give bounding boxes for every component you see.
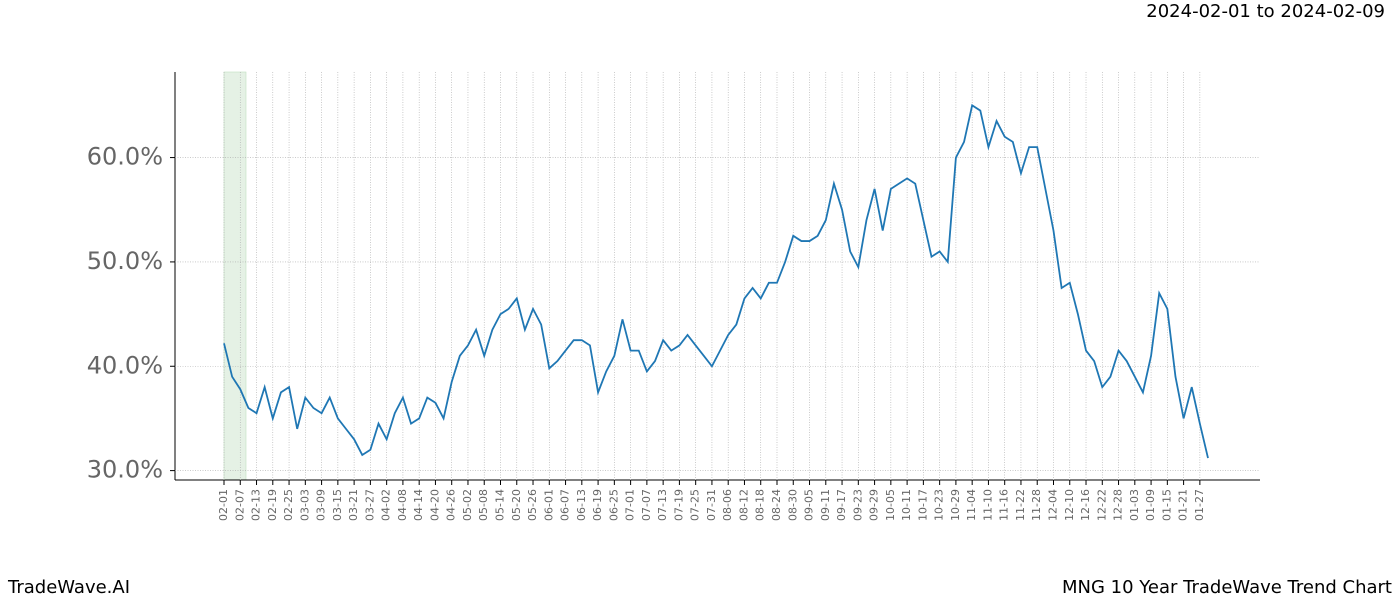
x-tick-label: 07-13 (656, 489, 669, 521)
brand: TradeWave.AI (7, 577, 130, 598)
x-tick-label: 07-07 (640, 489, 653, 521)
x-tick-label: 04-20 (428, 489, 441, 521)
x-tick-label: 01-27 (1193, 489, 1206, 521)
x-tick-label: 04-14 (412, 489, 425, 521)
x-tick-label: 07-01 (624, 489, 637, 521)
x-tick-label: 10-23 (933, 489, 946, 521)
x-tick-label: 07-31 (705, 489, 718, 521)
x-tick-label: 08-24 (770, 489, 783, 521)
date-range: 2024-02-01 to 2024-02-09 (1146, 1, 1385, 22)
highlight-window (223, 71, 247, 481)
x-tick-label: 01-15 (1160, 489, 1173, 521)
x-tick-label: 06-19 (591, 489, 604, 521)
x-tick-label: 06-13 (575, 489, 588, 521)
x-tick-label: 01-09 (1144, 489, 1157, 521)
x-tick-label: 04-08 (396, 489, 409, 521)
x-tick-label: 12-28 (1112, 489, 1125, 521)
x-tick-label: 11-10 (981, 489, 994, 521)
x-tick-label: 06-01 (542, 489, 555, 521)
x-tick-label: 01-03 (1128, 489, 1141, 521)
x-tick-label: 10-29 (949, 489, 962, 521)
x-tick-label: 12-16 (1079, 489, 1092, 521)
x-tick-label: 09-05 (803, 489, 816, 521)
x-tick-label: 03-09 (315, 489, 328, 521)
y-tick-label: 50.0% (87, 247, 163, 275)
x-tick-label: 02-13 (250, 489, 263, 521)
y-tick-label: 40.0% (87, 351, 163, 379)
x-tick-label: 08-06 (721, 489, 734, 521)
x-tick-label: 07-25 (689, 489, 702, 521)
x-tick-label: 05-02 (461, 489, 474, 521)
x-tick-label: 05-20 (510, 489, 523, 521)
x-tick-label: 10-05 (884, 489, 897, 521)
x-tick-label: 06-25 (607, 489, 620, 521)
x-tick-label: 02-25 (282, 489, 295, 521)
x-tick-label: 02-19 (266, 489, 279, 521)
x-tick-label: 01-21 (1177, 489, 1190, 521)
x-tick-label: 12-22 (1095, 489, 1108, 521)
x-tick-label: 07-19 (672, 489, 685, 521)
x-tick-label: 03-21 (347, 489, 360, 521)
x-tick-label: 04-26 (445, 489, 458, 521)
x-tick-label: 12-10 (1063, 489, 1076, 521)
x-tick-label: 10-17 (916, 489, 929, 521)
x-tick-label: 08-30 (786, 489, 799, 521)
chart-title: MNG 10 Year TradeWave Trend Chart (1062, 577, 1392, 598)
x-tick-label: 12-04 (1046, 489, 1059, 521)
trend-line (223, 103, 1209, 459)
x-tick-label: 05-26 (526, 489, 539, 521)
x-tick-label: 02-07 (233, 489, 246, 521)
x-tick-label: 11-22 (1014, 489, 1027, 521)
x-tick-label: 09-11 (819, 489, 832, 521)
x-tick-label: 11-16 (998, 489, 1011, 521)
y-tick-label: 30.0% (87, 456, 163, 484)
x-tick-label: 02-01 (217, 489, 230, 521)
x-tick-label: 04-02 (380, 489, 393, 521)
x-tick-label: 03-03 (298, 489, 311, 521)
x-tick-label: 06-07 (559, 489, 572, 521)
x-tick-label: 10-11 (900, 489, 913, 521)
x-tick-label: 11-04 (965, 489, 978, 521)
x-tick-label: 03-27 (363, 489, 376, 521)
x-tick-label: 08-12 (737, 489, 750, 521)
x-tick-label: 09-17 (835, 489, 848, 521)
x-tick-label: 05-14 (493, 489, 506, 521)
x-tick-label: 03-15 (331, 489, 344, 521)
y-tick-label: 60.0% (87, 143, 163, 171)
x-tick-label: 05-08 (477, 489, 490, 521)
x-tick-label: 11-28 (1030, 489, 1043, 521)
x-tick-label: 09-23 (851, 489, 864, 521)
x-tick-label: 08-18 (754, 489, 767, 521)
x-tick-label: 09-29 (868, 489, 881, 521)
